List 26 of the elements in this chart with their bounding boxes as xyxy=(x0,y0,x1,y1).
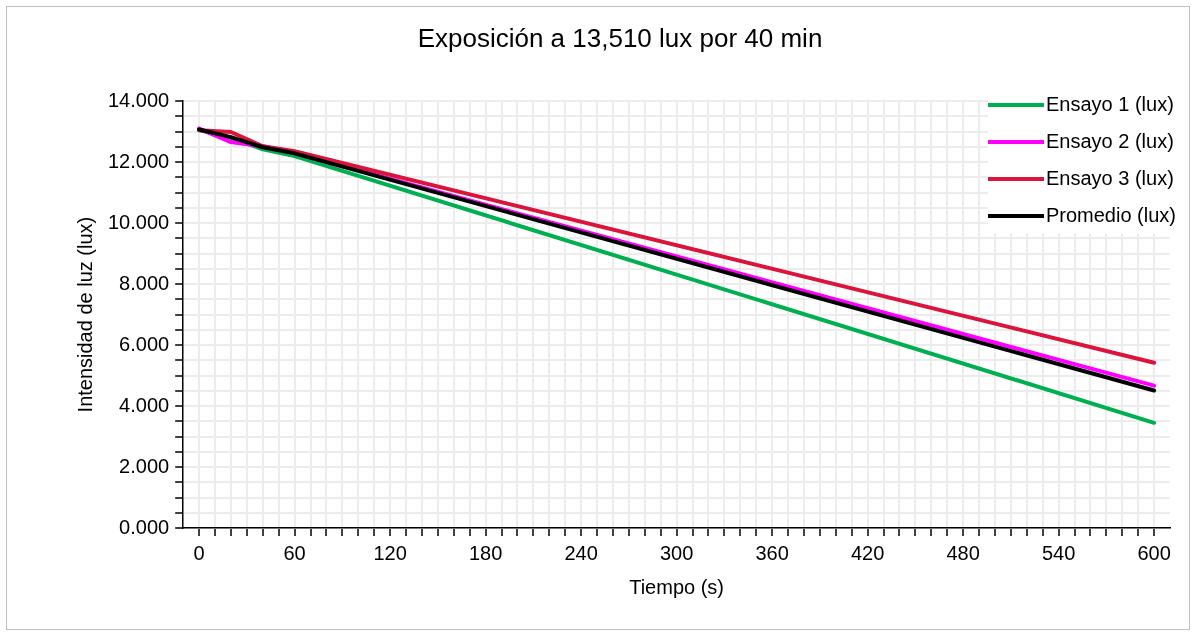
legend-label: Ensayo 1 (lux) xyxy=(1045,93,1174,116)
y-tick-label: 0.000 xyxy=(119,515,170,538)
x-tick-label: 300 xyxy=(659,541,694,564)
x-tick-label: 360 xyxy=(755,541,789,564)
x-axis-title: Tiempo (s) xyxy=(629,575,724,598)
legend-label: Ensayo 3 (lux) xyxy=(1045,167,1174,190)
legend-label: Promedio (lux) xyxy=(1045,204,1176,227)
y-tick-label: 10.000 xyxy=(108,210,170,233)
x-tick-label: 420 xyxy=(850,541,885,564)
y-tick-label: 4.000 xyxy=(119,393,170,416)
x-tick-label: 120 xyxy=(373,541,407,564)
chart-title: Exposición a 13,510 lux por 40 min xyxy=(417,22,823,53)
y-tick-label: 8.000 xyxy=(119,271,170,294)
y-tick-label: 2.000 xyxy=(119,454,170,477)
x-tick-label: 240 xyxy=(564,541,598,564)
x-tick-label: 480 xyxy=(946,541,980,564)
y-tick-label: 14.000 xyxy=(108,88,170,111)
x-tick-label: 0 xyxy=(193,541,205,564)
x-tick-label: 540 xyxy=(1041,541,1076,564)
x-tick-label: 600 xyxy=(1137,541,1171,564)
y-tick-label: 6.000 xyxy=(119,332,170,355)
x-tick-label: 180 xyxy=(468,541,503,564)
y-axis-title: Intensidad de luz (lux) xyxy=(73,216,96,413)
y-tick-label: 12.000 xyxy=(108,149,170,172)
x-tick-label: 60 xyxy=(283,541,306,564)
legend-label: Ensayo 2 (lux) xyxy=(1045,130,1174,153)
